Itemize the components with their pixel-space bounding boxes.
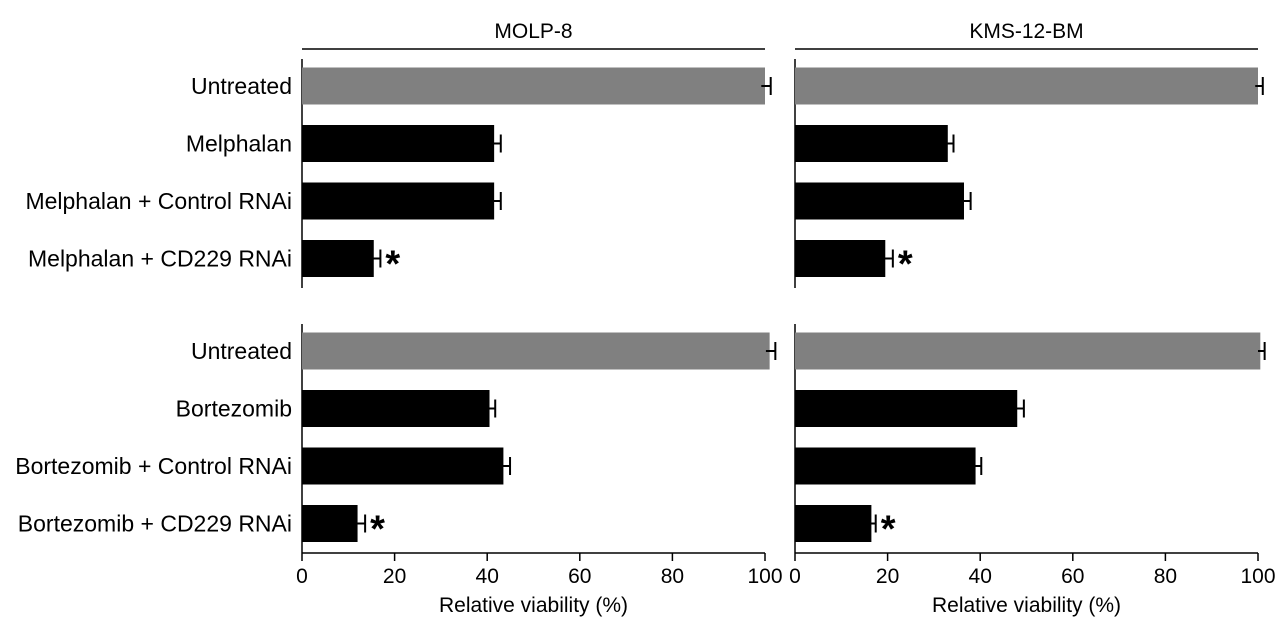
chart-panels: Untreated Melphalan Melphalan + Control RN… xyxy=(15,59,1266,553)
x-axis-title-kms12bm: Relative viability (%) xyxy=(932,594,1121,617)
error-bar xyxy=(1255,77,1264,95)
error-bar xyxy=(869,514,877,533)
bar xyxy=(302,182,495,220)
x-tick-label: 40 xyxy=(969,565,992,588)
bar xyxy=(795,240,886,277)
significance-asterisk: * xyxy=(898,244,913,286)
x-axis-molp8: 0 20 40 60 80 100 xyxy=(296,552,783,588)
error-bar xyxy=(959,192,972,210)
error-bar xyxy=(944,134,955,153)
error-bar xyxy=(765,342,777,360)
column-title-molp8: MOLP-8 xyxy=(494,20,572,43)
error-bar xyxy=(485,399,497,418)
column-titles: MOLP-8 KMS-12-BM xyxy=(302,20,1258,50)
bar xyxy=(795,67,1258,105)
category-label: Melphalan + CD229 RNAi xyxy=(28,246,292,272)
x-tick-label: 0 xyxy=(296,565,308,588)
x-axes: 0 20 40 60 80 100 0 20 40 60 80 100 xyxy=(296,552,1276,588)
bar xyxy=(302,240,374,277)
error-bar xyxy=(489,134,502,153)
panel-bortezomib-molp8: Untreated Bortezomib Bortezomib + Control … xyxy=(15,324,777,553)
significance-asterisk: * xyxy=(881,509,896,551)
x-tick-label: 20 xyxy=(383,565,406,588)
bar xyxy=(302,125,495,162)
x-axis-kms12bm: 0 20 40 60 80 100 xyxy=(789,552,1276,588)
bar xyxy=(795,505,872,542)
x-tick-label: 100 xyxy=(747,565,782,588)
bar xyxy=(302,67,765,105)
x-tick-label: 80 xyxy=(661,565,684,588)
x-tick-label: 80 xyxy=(1154,565,1177,588)
error-bar xyxy=(369,249,382,268)
bar xyxy=(795,182,964,220)
error-bar xyxy=(971,457,983,475)
column-title-kms12bm: KMS-12-BM xyxy=(969,20,1083,43)
category-label: Bortezomib xyxy=(176,396,292,422)
error-bar xyxy=(761,77,772,95)
category-label: Bortezomib + CD229 RNAi xyxy=(18,511,292,537)
bar xyxy=(302,447,504,485)
category-label: Melphalan xyxy=(186,131,292,157)
bar xyxy=(795,125,948,162)
panel-melphalan-molp8: Untreated Melphalan Melphalan + Control RN… xyxy=(25,59,772,288)
x-tick-label: 40 xyxy=(476,565,499,588)
bar xyxy=(302,332,770,370)
x-tick-label: 0 xyxy=(789,565,801,588)
category-label: Untreated xyxy=(191,73,292,99)
category-label: Melphalan + Control RNAi xyxy=(25,188,292,214)
error-bar xyxy=(1012,399,1025,418)
error-bar xyxy=(352,514,367,533)
error-bar xyxy=(498,457,512,475)
x-tick-label: 20 xyxy=(876,565,899,588)
error-bar xyxy=(879,249,894,268)
bar xyxy=(795,390,1018,427)
bar xyxy=(795,447,976,485)
significance-asterisk: * xyxy=(385,244,400,286)
panel-melphalan-kms12bm: * xyxy=(794,59,1264,288)
panel-bortezomib-kms12bm: * xyxy=(794,324,1266,553)
error-bar xyxy=(489,192,502,210)
bar xyxy=(302,390,490,427)
x-tick-label: 60 xyxy=(1061,565,1084,588)
category-label: Untreated xyxy=(191,338,292,364)
bar xyxy=(302,505,358,542)
category-label: Bortezomib + Control RNAi xyxy=(15,453,292,479)
significance-asterisk: * xyxy=(370,509,385,551)
x-tick-label: 100 xyxy=(1240,565,1275,588)
x-axis-titles: Relative viability (%) Relative viabilit… xyxy=(439,594,1121,617)
x-axis-title-molp8: Relative viability (%) xyxy=(439,594,628,617)
bar xyxy=(795,332,1261,370)
error-bar xyxy=(1258,342,1266,360)
x-tick-label: 60 xyxy=(568,565,591,588)
